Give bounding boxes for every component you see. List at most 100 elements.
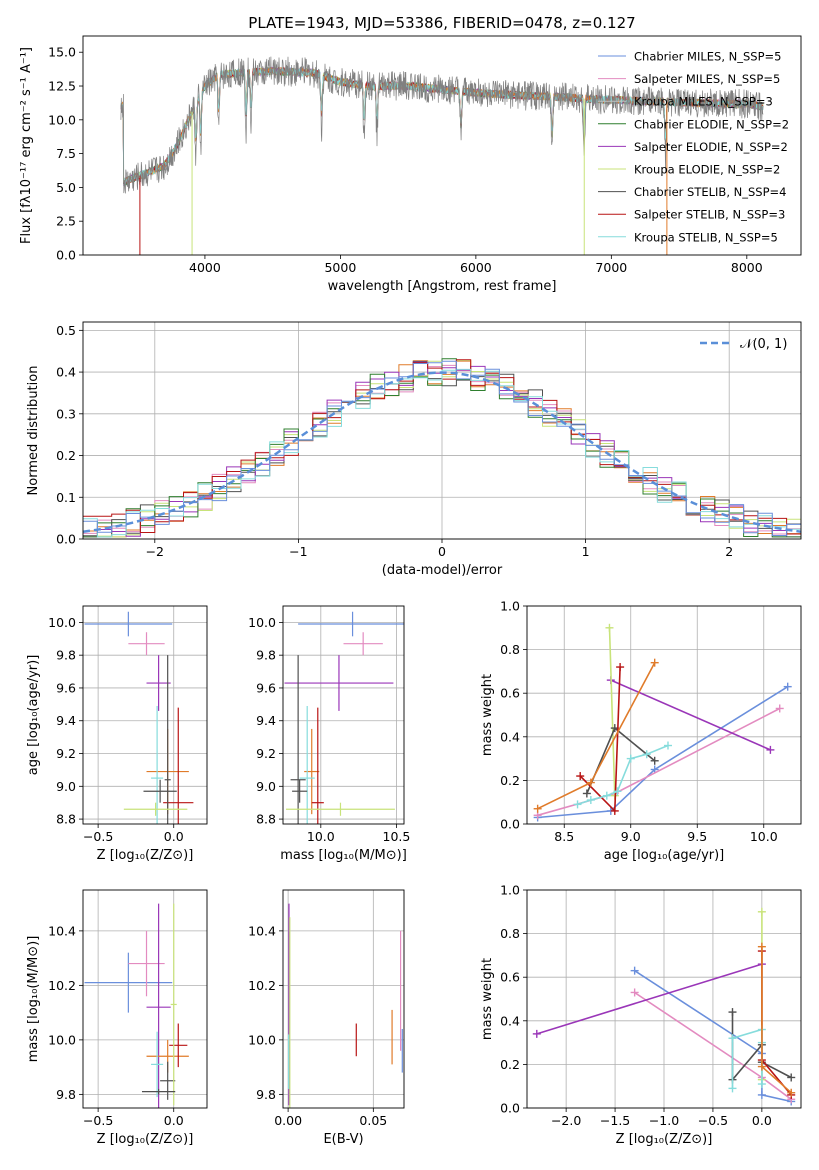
weight-series-line	[731, 1028, 763, 1089]
y-tick-label: 10.4	[248, 923, 276, 938]
x-axis-label: Z [log₁₀(Z/Z⊙)]	[97, 848, 194, 863]
y-tick-label: 9.8	[56, 648, 76, 663]
x-tick-label: −0.5	[83, 829, 113, 844]
weight-series-line	[761, 946, 792, 1094]
plot-area-mass-vs-EBV	[288, 903, 403, 1108]
panel-age-vs-Z: −0.5 0.0 8.8 9.0 9.2 9.4 9.6 9.8 10.0 Z [log₁₀(Z/…	[26, 605, 208, 863]
x-tick-label: −2.0	[551, 1113, 581, 1128]
x-tick-label: 0	[438, 544, 446, 559]
x-tick-label: 0.0	[752, 1113, 772, 1128]
x-axis-label: age [log₁₀(age/yr)]	[604, 848, 725, 863]
x-tick-label: 9.5	[687, 829, 707, 844]
panel-residuals: −2 −1 0 1 2 0.0 0.1 0.2 0.3 0.4 0.5 (data-model)/er…	[26, 321, 802, 578]
y-tick-label: 5.0	[56, 180, 76, 195]
x-tick-label: −1.5	[600, 1113, 630, 1128]
y-tick-label: 0.0	[500, 817, 520, 832]
y-tick-label: 10.0	[48, 112, 76, 127]
y-tick-label: 0.2	[500, 773, 520, 788]
x-tick-label: 10.0	[750, 829, 778, 844]
y-axis-label: mass weight	[480, 958, 495, 1040]
y-tick-label: 0.2	[56, 448, 76, 463]
y-tick-label: 9.8	[56, 1087, 76, 1102]
y-axis-label: mass weight	[480, 674, 495, 756]
weight-series-line	[536, 963, 763, 1035]
y-tick-label: 8.8	[256, 812, 276, 827]
y-tick-label: 9.4	[256, 713, 276, 728]
histogram-chabrier_miles	[83, 360, 801, 536]
weight-series-line	[577, 744, 669, 806]
y-tick-label: 1.0	[500, 883, 520, 898]
x-tick-label: −2	[146, 544, 164, 559]
y-tick-label: 0.6	[500, 970, 520, 985]
legend-label: Salpeter ELODIE, N_SSP=2	[634, 140, 788, 154]
panel-spectrum: 4000 5000 6000 7000 8000 0.0 2.5 5.0 7.5 10.0 12.5…	[19, 14, 802, 294]
weight-series-line	[761, 951, 792, 1096]
y-axis-label: Normed distribution	[26, 366, 41, 496]
x-tick-label: 0.0	[164, 1113, 184, 1128]
legend-label: Chabrier STELIB, N_SSP=4	[634, 185, 786, 199]
x-axis-label: wavelength [Angstrom, rest frame]	[328, 279, 557, 294]
y-tick-label: 10.2	[48, 978, 76, 993]
plot-area-weight-vs-age	[533, 623, 792, 822]
y-tick-label: 0.4	[500, 729, 520, 744]
plot-frame	[282, 605, 405, 825]
y-tick-label: 0.8	[500, 642, 520, 657]
spectrum-data-line	[120, 56, 764, 194]
y-tick-label: 0.5	[56, 323, 76, 338]
y-axis-label: mass [log₁₀(M/M⊙)]	[26, 936, 41, 1063]
legend-label: Kroupa STELIB, N_SSP=5	[634, 230, 778, 244]
legend-label: Chabrier ELODIE, N_SSP=2	[634, 117, 789, 131]
plot-frame	[82, 605, 208, 825]
y-tick-label: 0.4	[500, 1013, 520, 1028]
panel-weight-vs-age: 8.5 9.0 9.5 10.0 0.0 0.2 0.4 0.6 0.8 1.0 age [log₁…	[480, 599, 802, 863]
plot-frame	[526, 889, 802, 1109]
normal-curve	[83, 371, 801, 533]
weight-series-line	[537, 707, 781, 817]
y-tick-label: 0.8	[500, 926, 520, 941]
plot-frame	[526, 605, 802, 825]
y-tick-label: 7.5	[56, 146, 76, 161]
x-axis-label: Z [log₁₀(Z/Z⊙)]	[97, 1132, 194, 1147]
x-tick-label: 0.05	[359, 1113, 387, 1128]
panel-age-vs-mass: 10.0 10.5 8.8 9.0 9.2 9.4 9.6 9.8 10.0 mass [log₁…	[248, 605, 410, 863]
y-tick-label: 10.2	[248, 978, 276, 993]
plot-area-mass-vs-Z	[84, 903, 189, 1108]
y-tick-label: 0.2	[500, 1057, 520, 1072]
chart-title: PLATE=1943, MJD=53386, FIBERID=0478, z=0…	[248, 14, 635, 32]
legend-label: Kroupa MILES, N_SSP=3	[634, 95, 773, 109]
x-axis-label: (data-model)/error	[382, 563, 503, 578]
y-tick-label: 9.2	[56, 746, 76, 761]
x-tick-label: 8.5	[554, 829, 574, 844]
legend: 𝒩(0, 1)	[700, 337, 787, 352]
plot-frame	[282, 889, 405, 1109]
panel-mass-vs-Z: −0.5 0.0 9.8 10.0 10.2 10.4 Z [log₁₀(Z/Z⊙)] mas…	[26, 889, 208, 1147]
x-tick-label: 8000	[731, 260, 763, 275]
x-axis-label: Z [log₁₀(Z/Z⊙)]	[616, 1132, 713, 1147]
y-tick-label: 10.0	[248, 615, 276, 630]
plot-area-weight-vs-Z	[532, 907, 796, 1106]
y-tick-label: 9.4	[56, 713, 76, 728]
histogram-kroupa_stelib	[83, 368, 801, 538]
y-tick-label: 1.0	[500, 599, 520, 614]
y-tick-label: 8.8	[56, 812, 76, 827]
y-tick-label: 9.0	[256, 779, 276, 794]
y-tick-label: 0.6	[500, 686, 520, 701]
plot-area-age-vs-mass	[284, 611, 404, 824]
y-tick-label: 15.0	[48, 45, 76, 60]
x-tick-label: −1	[289, 544, 307, 559]
y-tick-label: 0.0	[56, 248, 76, 263]
x-tick-label: 4000	[189, 260, 221, 275]
plot-frame	[82, 321, 802, 540]
x-tick-label: 7000	[595, 260, 627, 275]
x-tick-label: 9.0	[621, 829, 641, 844]
x-axis-label: mass [log₁₀(M/M⊙)]	[280, 848, 407, 863]
x-tick-label: −0.5	[698, 1113, 728, 1128]
weight-series-line	[608, 627, 616, 796]
y-tick-label: 2.5	[56, 214, 76, 229]
x-tick-label: 10.0	[307, 829, 335, 844]
y-tick-label: 9.6	[56, 680, 76, 695]
y-tick-label: 10.0	[248, 1032, 276, 1047]
weight-series-line	[610, 679, 771, 751]
y-tick-label: 0.3	[56, 406, 76, 421]
